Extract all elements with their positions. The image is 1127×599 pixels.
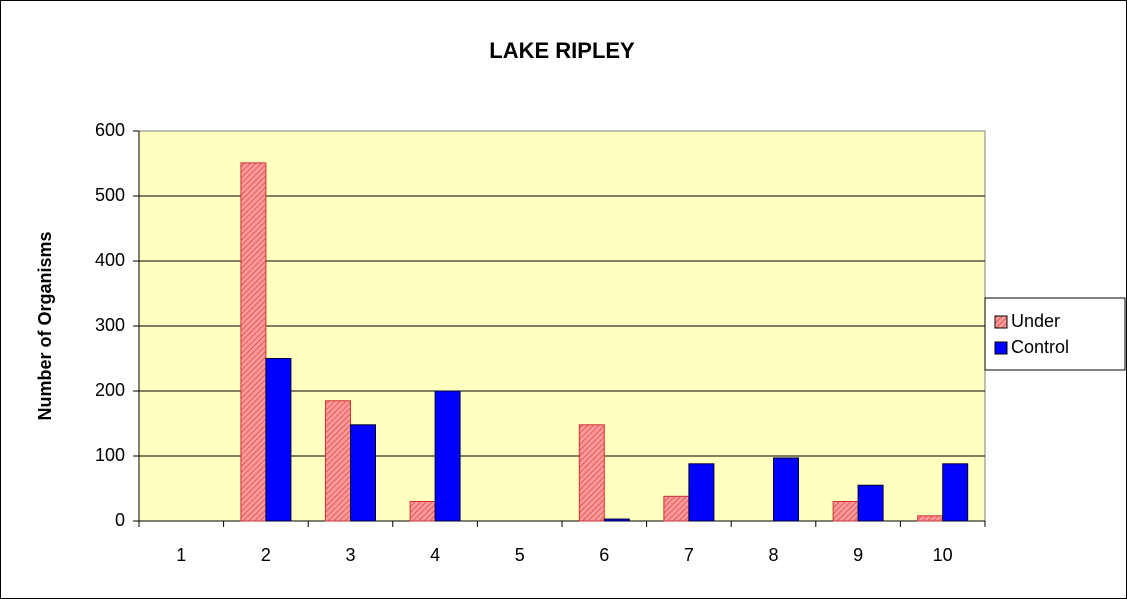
bar xyxy=(942,463,969,522)
bar xyxy=(663,495,690,522)
x-tick-label: 8 xyxy=(768,545,778,565)
legend-label: Control xyxy=(1011,337,1069,357)
bar xyxy=(350,424,376,522)
x-tick-label: 5 xyxy=(515,545,525,565)
x-tick-label: 1 xyxy=(176,545,186,565)
legend-label: Under xyxy=(1011,311,1060,331)
x-tick-label: 9 xyxy=(853,545,863,565)
x-tick-label: 4 xyxy=(430,545,440,565)
chart-title: LAKE RIPLEY xyxy=(489,38,635,63)
x-tick-label: 10 xyxy=(933,545,953,565)
x-tick-label: 7 xyxy=(684,545,694,565)
y-tick-label: 200 xyxy=(95,380,125,400)
bar xyxy=(240,162,267,522)
x-tick-label: 2 xyxy=(261,545,271,565)
bar xyxy=(578,424,605,522)
y-axis-label: Number of Organisms xyxy=(35,231,55,420)
legend xyxy=(984,297,1126,371)
bar xyxy=(409,501,436,522)
x-tick-label: 6 xyxy=(599,545,609,565)
legend-swatch xyxy=(994,315,1008,329)
bar xyxy=(603,518,630,522)
y-tick-label: 0 xyxy=(115,510,125,530)
y-tick-label: 100 xyxy=(95,445,125,465)
y-tick-label: 400 xyxy=(95,250,125,270)
y-tick-label: 600 xyxy=(95,120,125,140)
bar xyxy=(857,484,884,522)
legend-swatch xyxy=(994,341,1008,355)
bar xyxy=(265,358,292,522)
bar xyxy=(434,390,461,522)
x-tick-label: 3 xyxy=(345,545,355,565)
bar xyxy=(832,501,859,522)
bar xyxy=(325,400,351,522)
y-tick-label: 500 xyxy=(95,185,125,205)
y-tick-label: 300 xyxy=(95,315,125,335)
bar xyxy=(917,515,944,522)
bar xyxy=(688,463,715,522)
bar xyxy=(773,457,799,522)
